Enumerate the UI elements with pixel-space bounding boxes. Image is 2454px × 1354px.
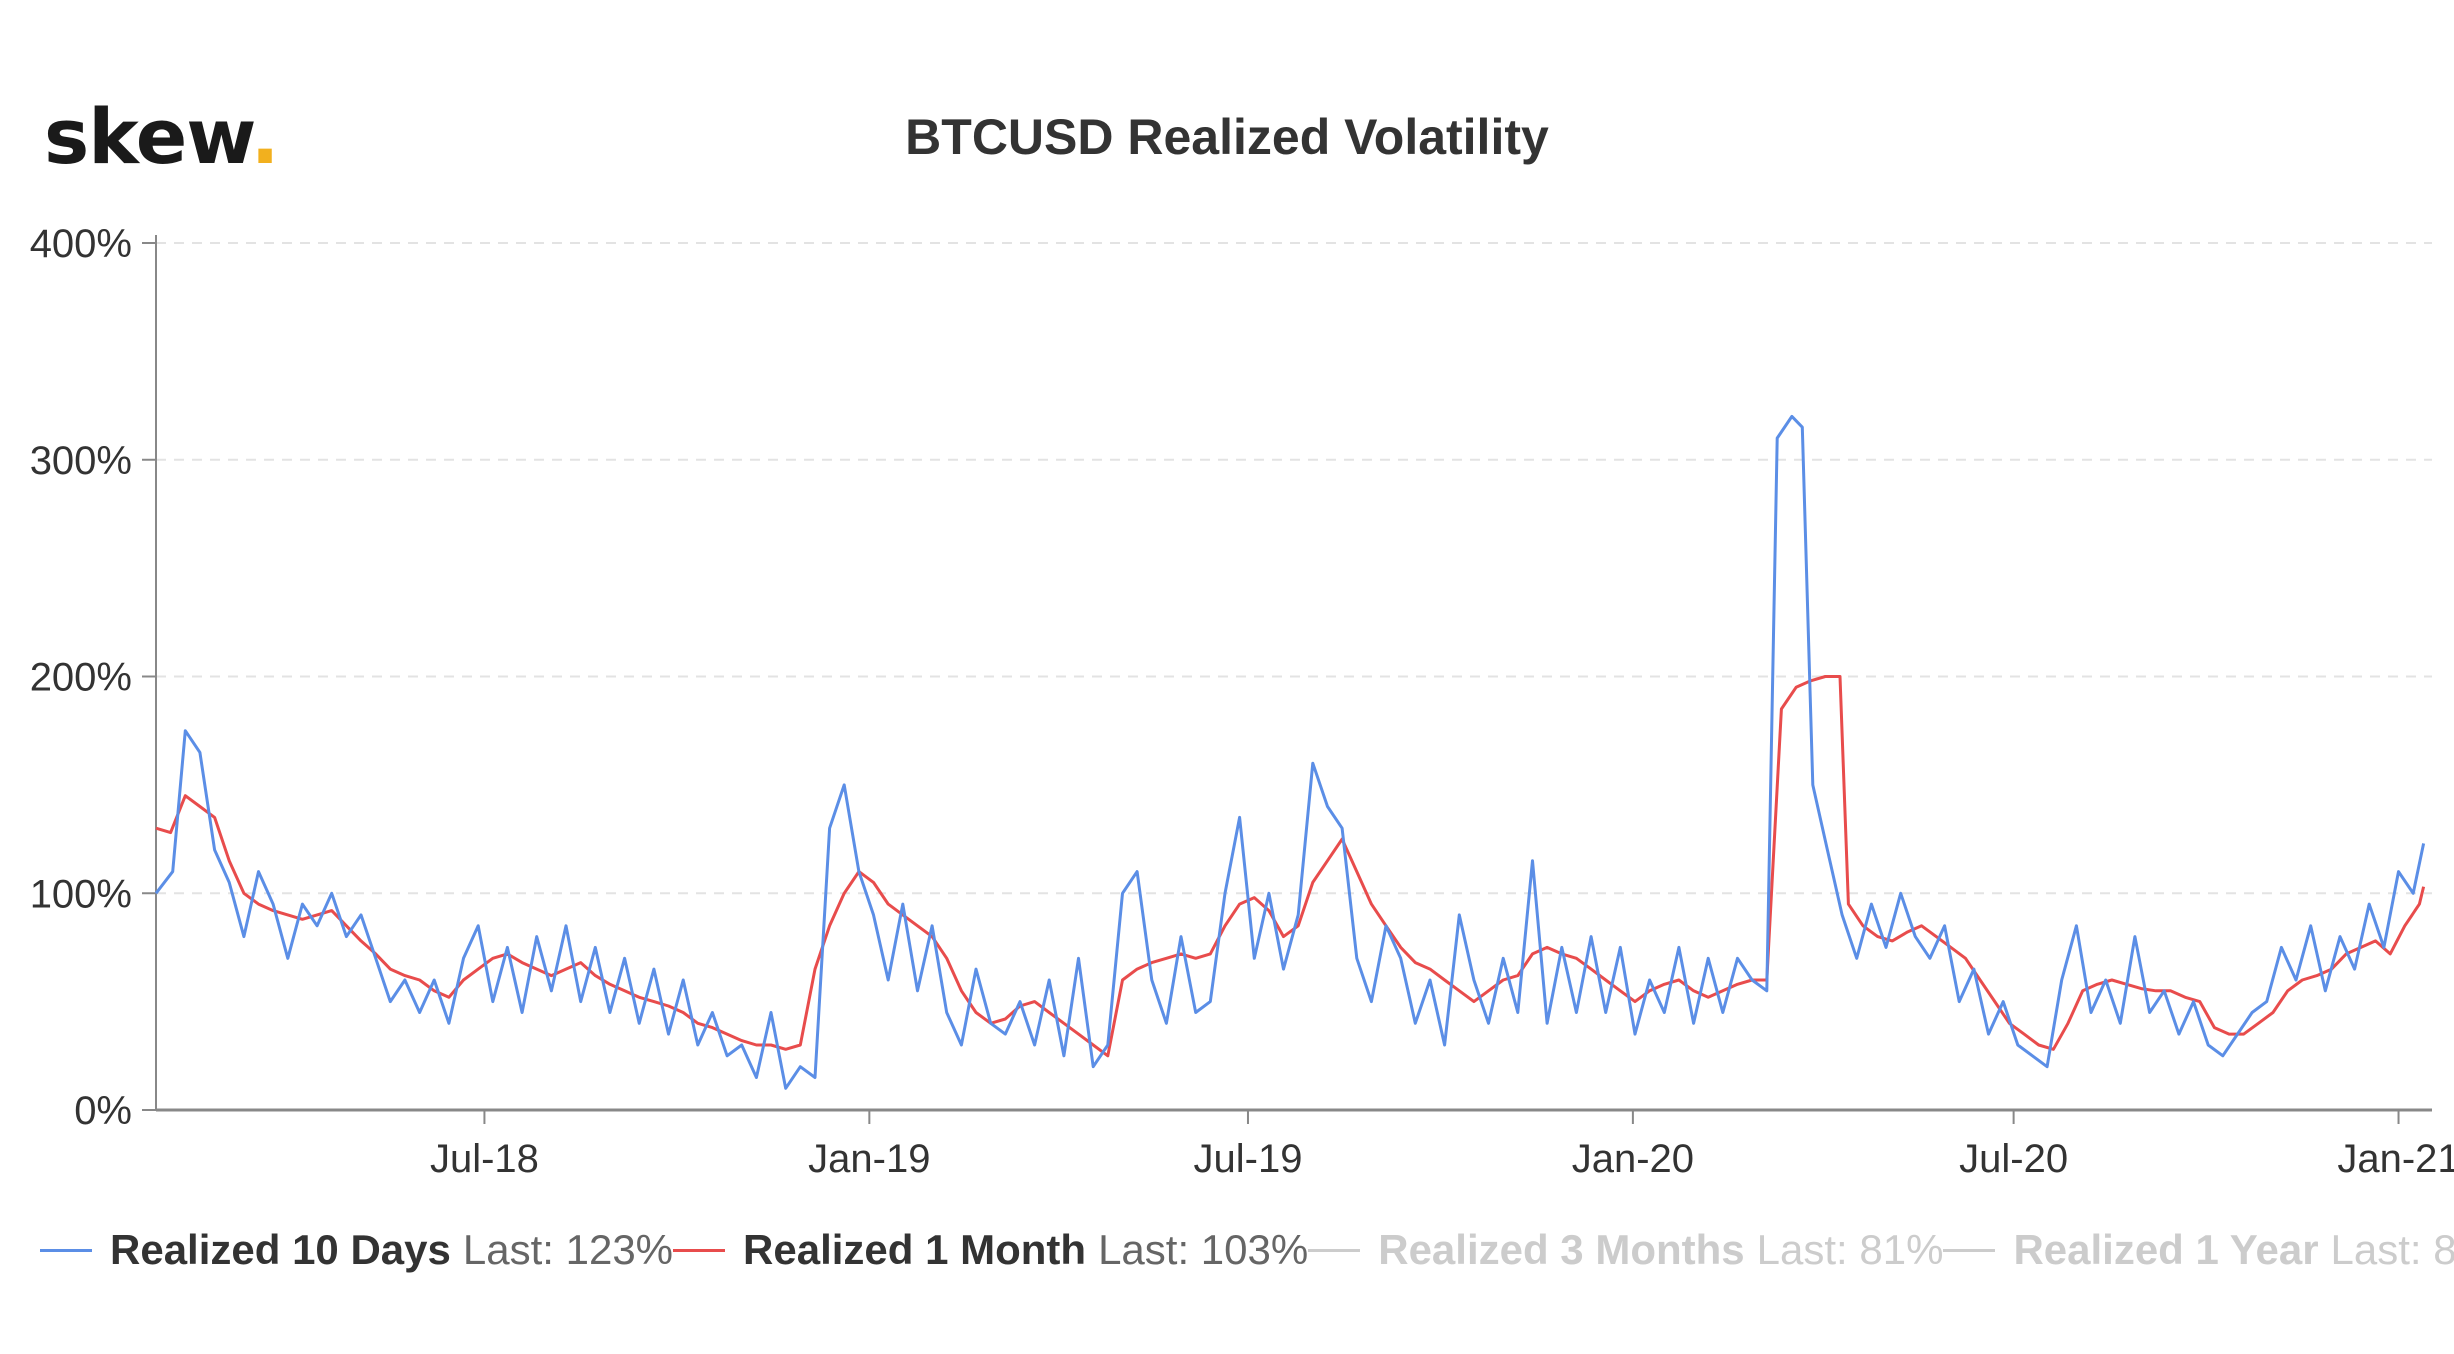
x-tick-label: Jul-20 [1959, 1137, 2068, 1181]
legend: Realized 10 Days Last: 123% Realized 1 M… [40, 1220, 2454, 1280]
legend-item-realized-10-days[interactable]: Realized 10 Days Last: 123% [40, 1226, 673, 1274]
legend-last-value: Last: 123% [462, 1226, 674, 1273]
skew-logo: skew. [44, 92, 280, 181]
x-tick-label: Jul-19 [1194, 1137, 1303, 1181]
legend-label: Realized 3 Months [1378, 1226, 1745, 1273]
x-tick-label: Jul-18 [430, 1137, 539, 1181]
y-tick-label: 0% [74, 1089, 132, 1133]
series-line-realized-1-month [155, 675, 2426, 1058]
y-tick-label: 400% [30, 222, 132, 266]
legend-label: Realized 10 Days [110, 1226, 451, 1273]
x-tick-label: Jan-21 [2337, 1137, 2454, 1181]
x-tick-label: Jan-20 [1572, 1137, 1694, 1181]
legend-last-value: Last: 103% [1098, 1226, 1309, 1273]
legend-label: Realized 1 Month [743, 1226, 1087, 1273]
legend-item-realized-3-months[interactable]: Realized 3 Months Last: 81% [1308, 1226, 1943, 1274]
grid-lines [156, 242, 2432, 895]
legend-last-value: Last: 81% [1756, 1226, 1944, 1273]
x-tick-label: Jan-19 [808, 1137, 930, 1181]
legend-swatch [40, 1248, 92, 1252]
legend-swatch [1943, 1248, 1996, 1252]
legend-swatch [1308, 1248, 1361, 1252]
series-line-realized-10-days [154, 414, 2426, 1090]
y-tick-label: 200% [30, 656, 132, 700]
legend-swatch [673, 1248, 726, 1252]
chart-title: BTCUSD Realized Volatility [905, 109, 1549, 165]
legend-item-realized-1-year[interactable]: Realized 1 Year Last: 83% [1943, 1226, 2454, 1274]
y-tick-label: 100% [30, 872, 132, 916]
axes: 0% 100% 200% 300% 400% Jul-18 Jan-19 Jul-19 Jan-… [30, 222, 2454, 1181]
series-lines [154, 414, 2426, 1090]
legend-label: Realized 1 Year [2013, 1226, 2319, 1273]
y-tick-label: 300% [30, 439, 132, 483]
legend-item-realized-1-month[interactable]: Realized 1 Month Last: 103% [673, 1226, 1308, 1274]
legend-last-value: Last: 83% [2330, 1226, 2454, 1273]
